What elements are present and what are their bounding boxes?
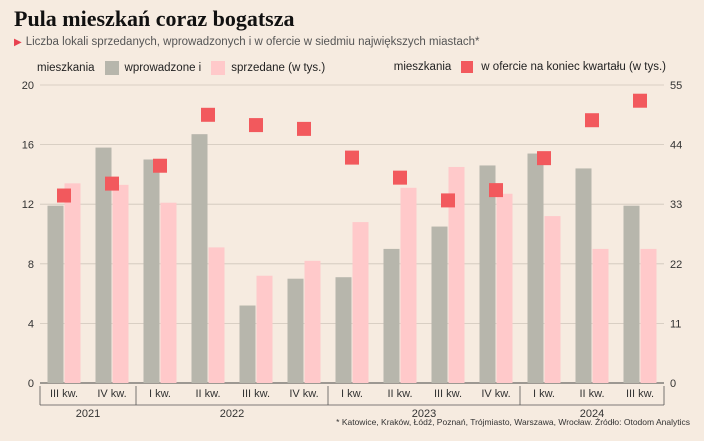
chart-subtitle: ▶ Liczba lokali sprzedanych, wprowadzonyc… — [14, 36, 480, 48]
y-right-tick-label: 33 — [670, 199, 682, 211]
x-tick-label: III kw. — [626, 388, 654, 400]
bar-introduced — [527, 153, 544, 383]
bar-introduced — [95, 147, 112, 383]
y-right-tick-label: 55 — [670, 80, 682, 92]
triangle-icon: ▶ — [14, 37, 22, 48]
y-right-tick-label: 11 — [670, 318, 681, 330]
bar-sold — [496, 193, 513, 383]
marker-offer — [297, 121, 311, 136]
x-tick-label: III kw. — [434, 388, 462, 400]
x-tick-label: II kw. — [579, 388, 604, 400]
y-left-tick-label: 12 — [22, 199, 34, 211]
bar-sold — [640, 248, 657, 383]
legend-right: mieszkania w ofercie na koniec kwartału … — [394, 61, 666, 73]
y-right-tick-label: 44 — [670, 140, 682, 152]
x-tick-label: I kw. — [341, 388, 363, 400]
subtitle-text: Liczba lokali sprzedanych, wprowadzonych… — [25, 36, 480, 48]
year-label: 2021 — [76, 408, 100, 420]
marker-offer — [153, 158, 167, 173]
marker-offer — [105, 176, 119, 191]
bar-introduced — [623, 205, 640, 383]
bar-introduced — [287, 278, 304, 383]
x-tick-label: I kw. — [533, 388, 555, 400]
bar-introduced — [479, 165, 496, 383]
bar-sold — [544, 216, 561, 383]
marker-offer — [489, 183, 503, 198]
legend-swatch-sold — [211, 61, 226, 75]
legend-label-introduced: wprowadzone i — [124, 62, 202, 74]
bar-introduced — [191, 134, 208, 383]
bar-sold — [448, 166, 465, 383]
x-tick-label: I kw. — [149, 388, 171, 400]
year-label: 2022 — [220, 408, 244, 420]
bar-sold — [304, 260, 321, 383]
marker-offer — [345, 150, 359, 165]
bar-sold — [112, 184, 129, 383]
marker-offer — [441, 193, 455, 208]
y-left-tick-label: 4 — [28, 318, 34, 330]
bar-introduced — [47, 205, 64, 383]
bar-introduced — [575, 168, 592, 383]
bar-introduced — [239, 305, 256, 383]
bar-sold — [160, 202, 177, 383]
y-right-tick-label: 22 — [670, 259, 682, 271]
y-left-tick-label: 8 — [28, 259, 34, 271]
legend-left-unit: mieszkania — [37, 62, 95, 74]
bar-sold — [400, 187, 417, 383]
x-tick-label: III kw. — [50, 388, 78, 400]
footnote: * Katowice, Kraków, Łódź, Poznań, Trójmi… — [336, 417, 690, 427]
bar-sold — [592, 248, 609, 383]
x-tick-label: II kw. — [387, 388, 412, 400]
x-tick-label: IV kw. — [97, 388, 126, 400]
chart-title: Pula mieszkań coraz bogatsza — [14, 6, 295, 31]
y-left-tick-label: 16 — [22, 140, 34, 152]
legend-left: mieszkania wprowadzone i sprzedane (w ty… — [37, 61, 325, 75]
legend-right-unit: mieszkania — [393, 61, 452, 73]
y-left-tick-label: 20 — [22, 80, 34, 92]
marker-offer — [57, 188, 71, 203]
legend-swatch-introduced — [104, 61, 119, 75]
legend-swatch-offer — [461, 61, 474, 73]
marker-offer — [633, 93, 647, 108]
marker-offer — [537, 151, 551, 166]
y-left-tick-label: 0 — [28, 378, 34, 390]
x-tick-label: IV kw. — [481, 388, 510, 400]
marker-offer — [249, 118, 263, 133]
bar-introduced — [431, 226, 448, 383]
legend-label-offer: w ofercie na koniec kwartału (w tys.) — [481, 61, 666, 73]
y-right-tick-label: 0 — [670, 378, 676, 390]
year-label: 2023 — [412, 408, 436, 420]
legend-label-sold: sprzedane (w tys.) — [231, 62, 326, 74]
bar-sold — [352, 222, 369, 383]
x-tick-label: III kw. — [242, 388, 270, 400]
bar-sold — [256, 275, 273, 383]
bar-introduced — [143, 159, 160, 383]
x-tick-label: IV kw. — [289, 388, 318, 400]
x-tick-label: II kw. — [195, 388, 220, 400]
marker-offer — [393, 170, 407, 185]
bar-sold — [64, 183, 81, 383]
bar-introduced — [335, 277, 352, 383]
bar-introduced — [383, 248, 400, 383]
marker-offer — [585, 113, 599, 128]
year-label: 2024 — [580, 408, 604, 420]
marker-offer — [201, 107, 215, 122]
bar-sold — [208, 247, 225, 383]
